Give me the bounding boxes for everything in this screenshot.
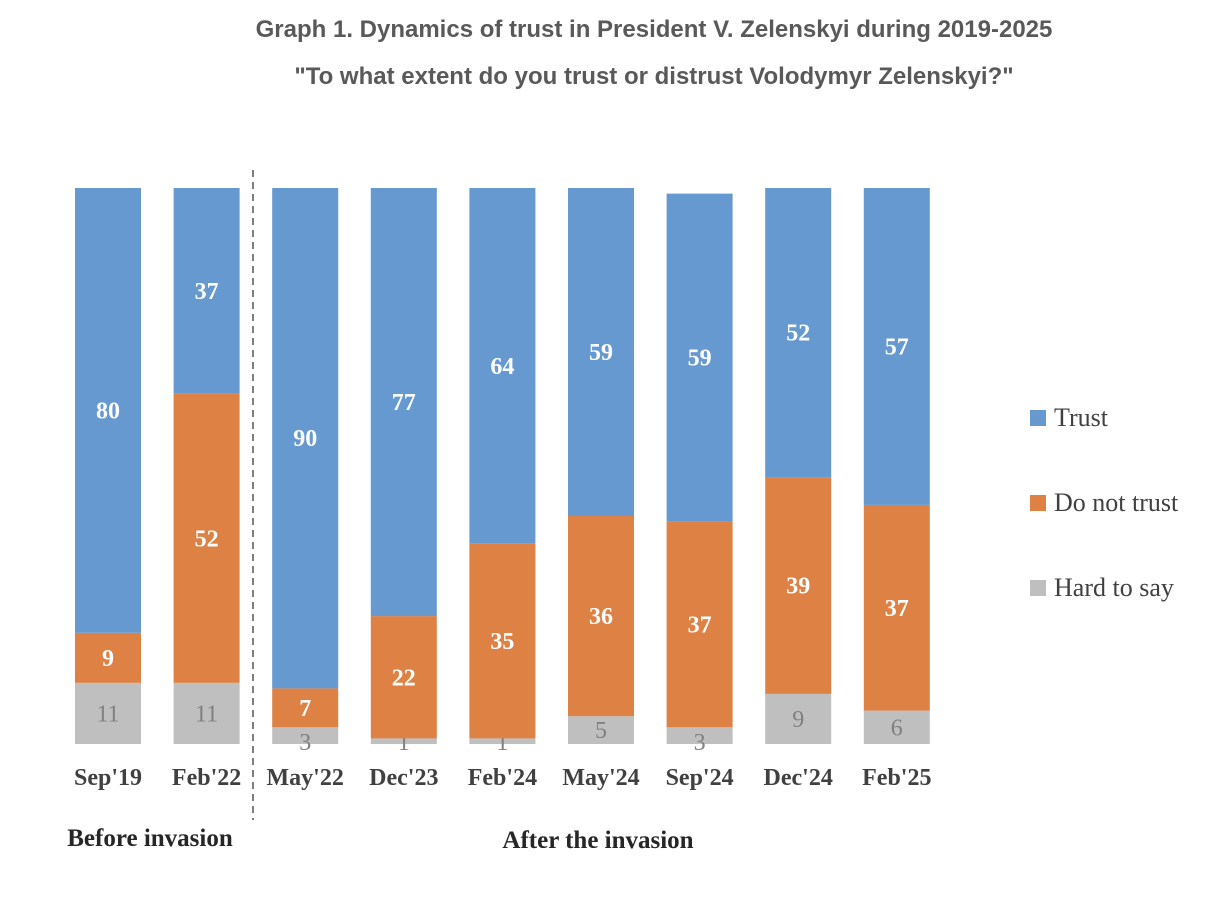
bar-segment-trust-sep-19	[75, 188, 141, 633]
bar-segment-do-not-trust-sep-24	[666, 521, 733, 728]
bar-segment-hard-to-say-feb-24	[469, 738, 536, 744]
bar-segment-hard-to-say-may-22	[272, 727, 339, 744]
bar-segment-hard-to-say-feb-22	[173, 682, 240, 744]
data-label-do-not-trust-sep-24: 37	[688, 613, 712, 639]
legend-swatch-hard-to-say	[1030, 580, 1046, 596]
data-label-do-not-trust-feb-22: 52	[195, 526, 219, 552]
category-label-feb-25: Feb'25	[862, 765, 931, 791]
category-label-may-24: May'24	[562, 765, 639, 791]
bar-segment-trust-may-24	[568, 188, 634, 516]
legend-swatch-do-not-trust	[1030, 495, 1046, 511]
chart-subtitle: "To what extent do you trust or distrust…	[294, 63, 1013, 90]
bar-segment-trust-feb-24	[469, 188, 536, 544]
data-label-trust-feb-25: 57	[885, 335, 909, 361]
category-label-dec-23: Dec'23	[369, 765, 438, 791]
category-label-dec-24: Dec'24	[764, 765, 833, 791]
bar-segment-do-not-trust-feb-25	[863, 504, 930, 711]
data-label-do-not-trust-may-24: 36	[589, 604, 613, 630]
bar-segment-do-not-trust-sep-19	[75, 632, 141, 683]
bar-segment-hard-to-say-dec-23	[370, 738, 437, 744]
bar-segment-do-not-trust-feb-24	[469, 543, 536, 739]
data-label-hard-to-say-sep-19: 11	[96, 701, 119, 727]
data-label-trust-dec-23: 77	[392, 390, 416, 416]
legend-label-trust: Trust	[1054, 403, 1109, 432]
bar-segment-trust-sep-24	[666, 193, 733, 522]
category-label-may-22: May'22	[267, 765, 344, 791]
bar-segment-do-not-trust-feb-22	[173, 393, 240, 683]
bar-segment-do-not-trust-dec-24	[765, 477, 832, 694]
bar-segment-do-not-trust-may-22	[272, 688, 339, 728]
bar-segment-hard-to-say-sep-19	[75, 682, 141, 744]
period-label-before: Before invasion	[67, 825, 233, 852]
data-label-do-not-trust-dec-23: 22	[392, 665, 416, 691]
category-labels: Sep'19 Feb'22 May'22 Dec'23 Feb'24 May'24 Sep'…	[74, 765, 931, 791]
data-label-hard-to-say-feb-25: 6	[891, 715, 903, 741]
category-label-feb-22: Feb'22	[172, 765, 241, 791]
bar-segment-do-not-trust-may-24	[568, 516, 634, 717]
data-label-hard-to-say-feb-22: 11	[195, 701, 218, 727]
category-label-sep-24: Sep'24	[666, 765, 734, 791]
data-label-trust-feb-22: 37	[195, 279, 219, 305]
legend-label-do-not-trust: Do not trust	[1054, 488, 1179, 517]
data-label-do-not-trust-dec-24: 39	[786, 574, 810, 600]
data-label-hard-to-say-sep-24: 3	[694, 730, 706, 756]
legend-swatch-trust	[1030, 410, 1046, 426]
data-label-trust-sep-19: 80	[96, 398, 120, 424]
bar-segment-hard-to-say-feb-25	[863, 710, 930, 744]
bar-segment-trust-dec-24	[765, 188, 832, 478]
legend: Trust Do not trust Hard to say	[1030, 403, 1179, 602]
data-label-trust-dec-24: 52	[786, 321, 810, 347]
data-label-hard-to-say-may-22: 3	[299, 730, 311, 756]
bar-segment-hard-to-say-sep-24	[666, 727, 733, 744]
data-label-do-not-trust-sep-19: 9	[102, 646, 114, 672]
data-label-trust-feb-24: 64	[490, 354, 514, 380]
bar-segment-hard-to-say-dec-24	[765, 694, 832, 744]
data-label-hard-to-say-may-24: 5	[595, 718, 607, 744]
data-label-do-not-trust-may-22: 7	[299, 696, 311, 722]
data-label-trust-sep-24: 59	[688, 346, 712, 372]
data-label-do-not-trust-feb-24: 35	[490, 629, 514, 655]
chart-title: Graph 1. Dynamics of trust in President …	[256, 16, 1053, 43]
bar-segment-do-not-trust-dec-23	[370, 616, 437, 739]
legend-label-hard-to-say: Hard to say	[1054, 573, 1174, 602]
bar-segment-trust-feb-22	[173, 188, 240, 394]
bar-segment-trust-dec-23	[370, 188, 437, 617]
data-label-trust-may-22: 90	[293, 426, 317, 452]
data-label-trust-may-24: 59	[589, 340, 613, 366]
data-label-do-not-trust-feb-25: 37	[885, 596, 909, 622]
category-label-sep-19: Sep'19	[74, 765, 142, 791]
period-label-after: After the invasion	[502, 827, 693, 854]
bars-group: 1198011523737901227713564536593375993952…	[75, 188, 930, 756]
category-label-feb-24: Feb'24	[468, 765, 537, 791]
bar-segment-trust-may-22	[272, 188, 339, 689]
bar-segment-trust-feb-25	[863, 188, 930, 505]
bar-segment-hard-to-say-may-24	[568, 716, 634, 744]
data-label-hard-to-say-dec-24: 9	[792, 707, 804, 733]
